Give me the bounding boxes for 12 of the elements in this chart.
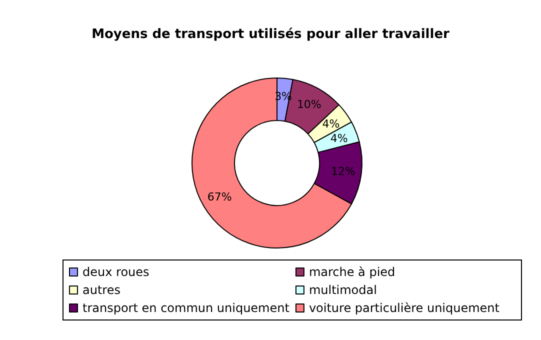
legend-label: deux roues [82, 265, 150, 279]
data-label: 67% [207, 190, 232, 204]
data-label: 12% [330, 164, 356, 178]
data-label: 10% [296, 98, 322, 112]
legend-label: multimodal [308, 283, 377, 297]
legend-label: marche à pied [308, 265, 396, 279]
chart-title: Moyens de transport utilisés pour aller travailler [92, 27, 450, 42]
legend-label: transport en commun uniquement [82, 301, 290, 315]
legend-label: autres [82, 283, 120, 297]
data-label: 4% [330, 132, 348, 145]
legend-label: voiture particulière uniquement [308, 301, 500, 315]
data-label: 4% [322, 117, 340, 130]
